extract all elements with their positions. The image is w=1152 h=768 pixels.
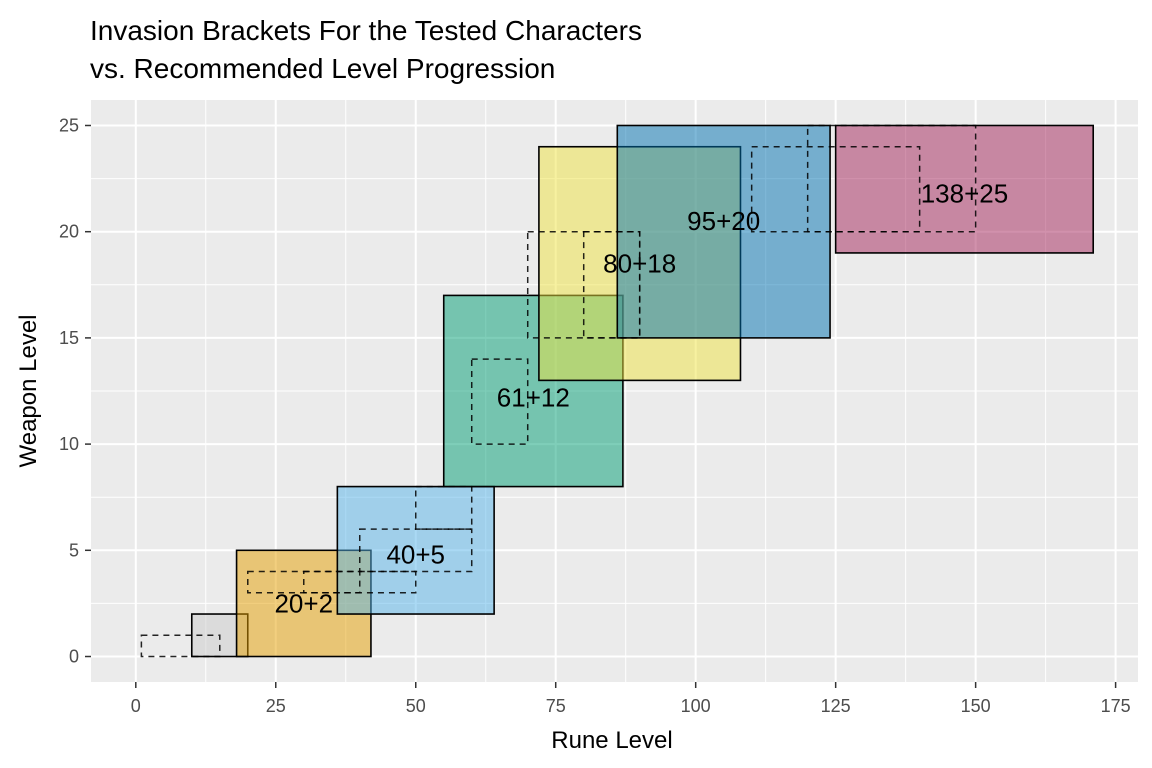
- progression-rect-7: [582, 230, 641, 339]
- progression-rect-5: [470, 358, 529, 445]
- x-axis-title: Rune Level: [551, 727, 672, 754]
- progression-rect-0: [140, 634, 221, 658]
- x-tick-label: 100: [681, 696, 711, 716]
- chart-title-line-2: vs. Recommended Level Progression: [90, 53, 555, 84]
- bracket-label-2: 40+5: [386, 540, 445, 570]
- bracket-label-3: 61+12: [497, 382, 570, 412]
- chart-title-line-1: Invasion Brackets For the Tested Charact…: [90, 15, 642, 46]
- x-tick-label: 150: [961, 696, 991, 716]
- bracket-label-4: 80+18: [603, 249, 676, 279]
- x-axis: 0 25 50 75 100 125 150 175: [131, 682, 1131, 716]
- y-tick-label: 0: [69, 647, 79, 667]
- y-tick-label: 20: [59, 222, 79, 242]
- y-tick-label: 5: [69, 540, 79, 560]
- y-axis: 0 5 10 15 20 25: [59, 115, 91, 667]
- bracket-label-1: 20+2: [274, 588, 333, 618]
- bracket-labels: 20+2 40+5 61+12 80+18 95+20 138+25: [274, 178, 1008, 618]
- x-tick-label: 50: [406, 696, 426, 716]
- x-tick-label: 75: [546, 696, 566, 716]
- bracket-label-6: 138+25: [921, 178, 1008, 208]
- x-tick-label: 175: [1101, 696, 1131, 716]
- bracket-label-5: 95+20: [687, 206, 760, 236]
- recommended-progression: [140, 124, 977, 658]
- x-tick-label: 0: [131, 696, 141, 716]
- x-tick-label: 25: [266, 696, 286, 716]
- progression-rect-8: [750, 145, 921, 233]
- y-axis-title: Weapon Level: [15, 315, 42, 468]
- y-tick-label: 15: [59, 328, 79, 348]
- bracket-rectangles: [190, 124, 1095, 658]
- x-tick-label: 125: [821, 696, 851, 716]
- y-tick-label: 25: [59, 115, 79, 135]
- progression-rect-4: [414, 485, 473, 530]
- y-tick-label: 10: [59, 434, 79, 454]
- progression-rect-9: [806, 124, 977, 233]
